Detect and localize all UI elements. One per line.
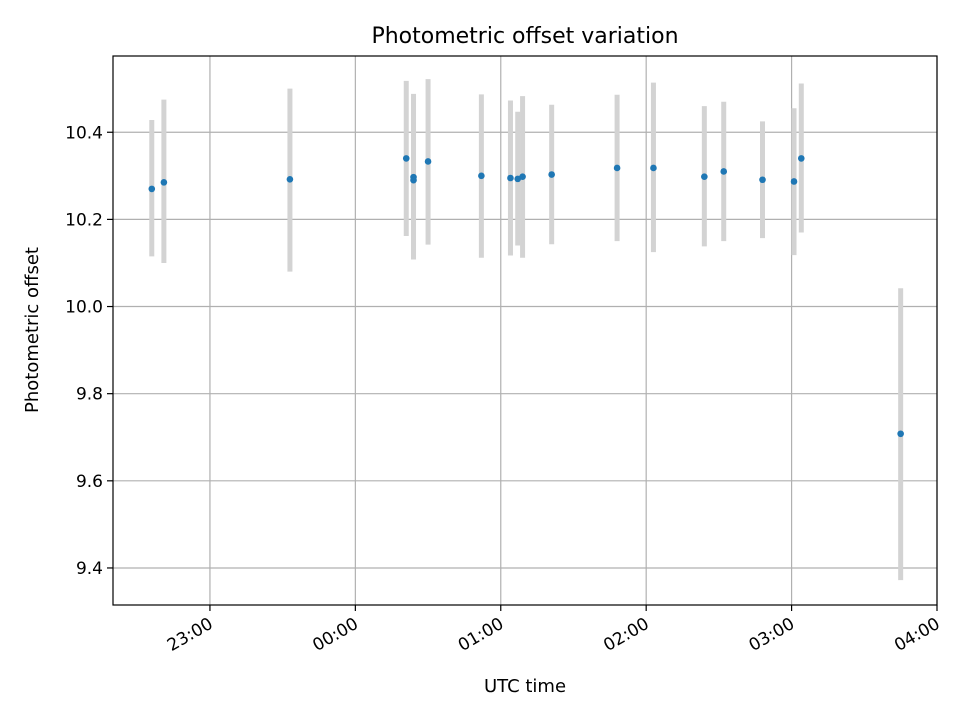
data-point [759, 176, 766, 184]
y-tick-label: 9.4 [76, 559, 103, 579]
data-point [650, 164, 657, 172]
data-point [148, 185, 156, 193]
data-point [286, 176, 294, 183]
data-point [478, 172, 485, 180]
y-tick-label: 9.8 [76, 385, 103, 405]
data-point [613, 164, 621, 172]
data-points [148, 155, 904, 438]
data-point [790, 178, 798, 185]
data-point [160, 179, 168, 186]
data-point [402, 155, 410, 162]
y-axis-label: Photometric offset [22, 247, 43, 413]
y-tick-label: 10.0 [65, 298, 103, 318]
y-tick-label: 9.6 [76, 472, 103, 492]
x-axis-label: UTC time [484, 676, 566, 697]
data-point [797, 155, 805, 162]
data-point [507, 174, 514, 182]
data-point [720, 168, 728, 175]
chart-title: Photometric offset variation [371, 24, 678, 49]
y-tick-label: 10.4 [65, 123, 103, 143]
data-point [424, 158, 432, 165]
data-point [548, 171, 555, 178]
data-point [519, 173, 526, 180]
data-point [410, 176, 417, 184]
y-tick-label: 10.2 [65, 210, 103, 230]
data-point [701, 173, 708, 180]
data-point [897, 430, 904, 438]
y-axis-ticks: 9.4 9.6 9.8 10.0 10.2 10.4 [65, 123, 113, 579]
plot-frame [112, 55, 938, 606]
